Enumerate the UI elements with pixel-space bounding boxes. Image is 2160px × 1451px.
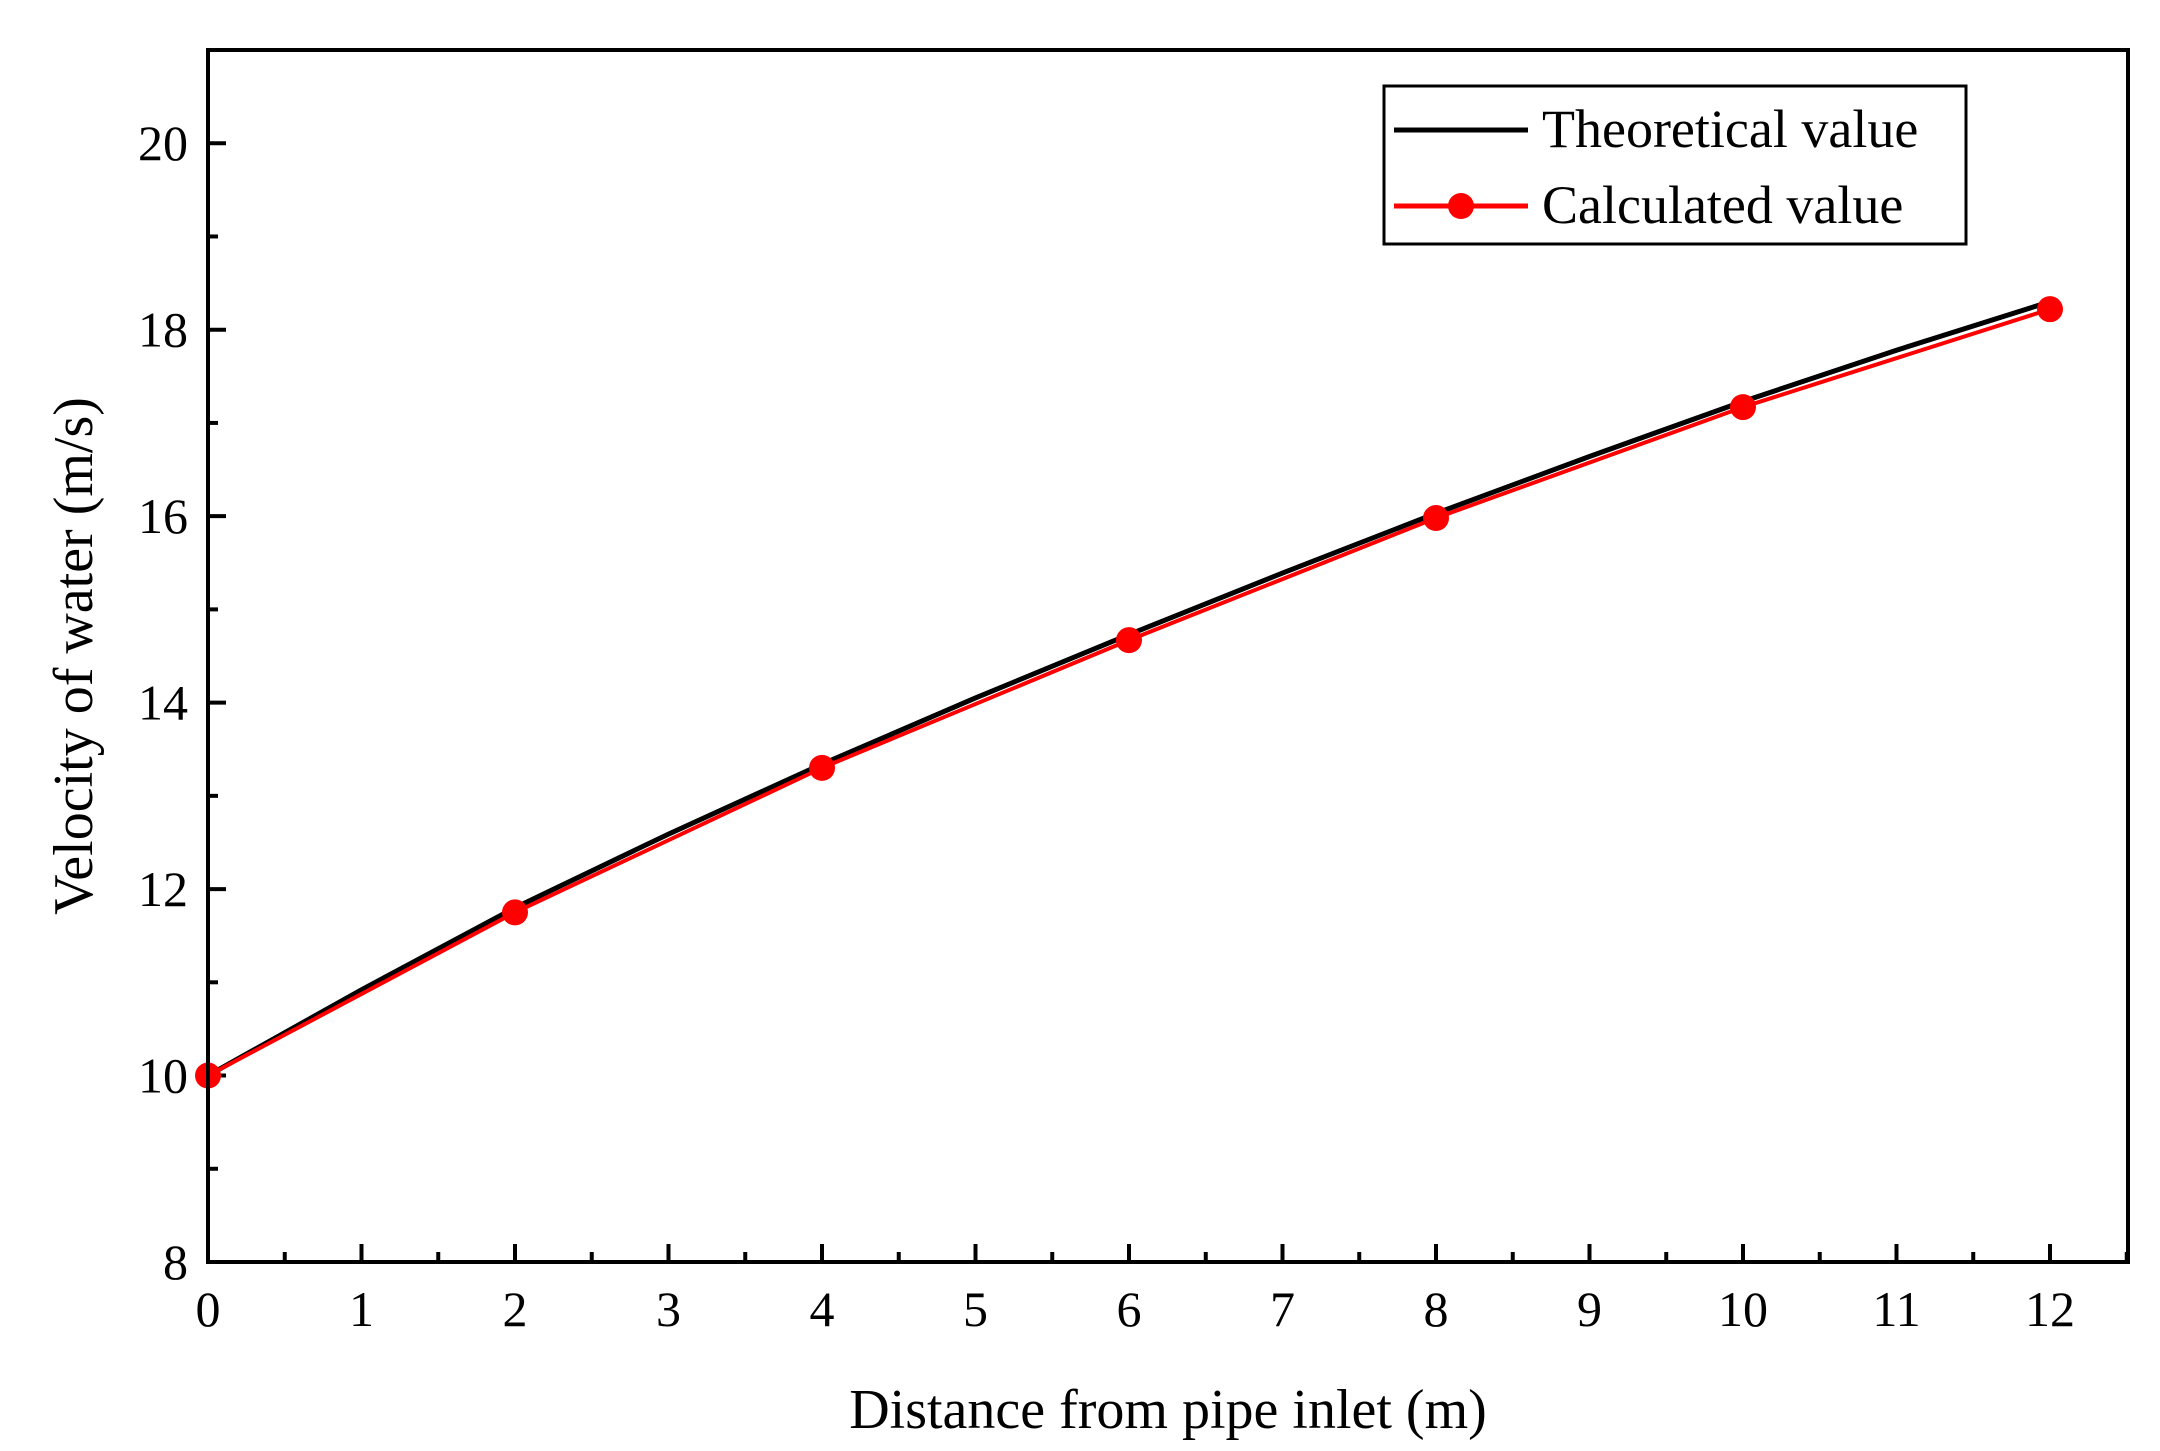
legend: Theoretical value Calculated value [1382, 84, 1968, 246]
x-tick-label: 10 [1718, 1281, 1768, 1337]
y-tick-label: 8 [163, 1234, 188, 1290]
x-tick-label: 8 [1424, 1281, 1449, 1337]
data-point [809, 754, 835, 781]
data-point [1423, 505, 1449, 532]
x-tick-label: 2 [503, 1281, 528, 1337]
legend-swatch-marker [1448, 193, 1474, 219]
legend-label: Theoretical value [1542, 99, 1918, 159]
legend-label: Calculated value [1542, 175, 1903, 235]
y-tick-label: 14 [138, 675, 188, 731]
legend-box [1382, 84, 1968, 246]
plot-frame [206, 48, 2130, 1264]
x-tick-label: 4 [810, 1281, 835, 1337]
data-series [195, 296, 2063, 1089]
x-axis-title: Distance from pipe inlet (m) [849, 1379, 1487, 1441]
x-tick-label: 11 [1872, 1281, 1920, 1337]
x-tick-label: 7 [1270, 1281, 1295, 1337]
y-tick-label: 18 [138, 302, 188, 358]
y-tick-label: 20 [138, 115, 188, 171]
y-tick-label: 10 [138, 1048, 188, 1104]
x-tick-label: 3 [656, 1281, 681, 1337]
x-tick-label: 9 [1577, 1281, 1602, 1337]
data-point [502, 899, 528, 926]
y-tick-label: 16 [138, 488, 188, 544]
x-tick-label: 0 [196, 1281, 221, 1337]
data-point [1730, 394, 1756, 421]
x-tick-label: 5 [963, 1281, 988, 1337]
data-point [1116, 627, 1142, 654]
axis-ticks [206, 48, 2129, 1264]
y-axis-title: Velocity of water (m/s) [43, 397, 105, 915]
y-tick-label: 12 [138, 861, 188, 917]
data-point [2037, 296, 2063, 323]
x-tick-label: 1 [349, 1281, 374, 1337]
x-tick-label: 12 [2025, 1281, 2075, 1337]
x-tick-label: 6 [1117, 1281, 1142, 1337]
